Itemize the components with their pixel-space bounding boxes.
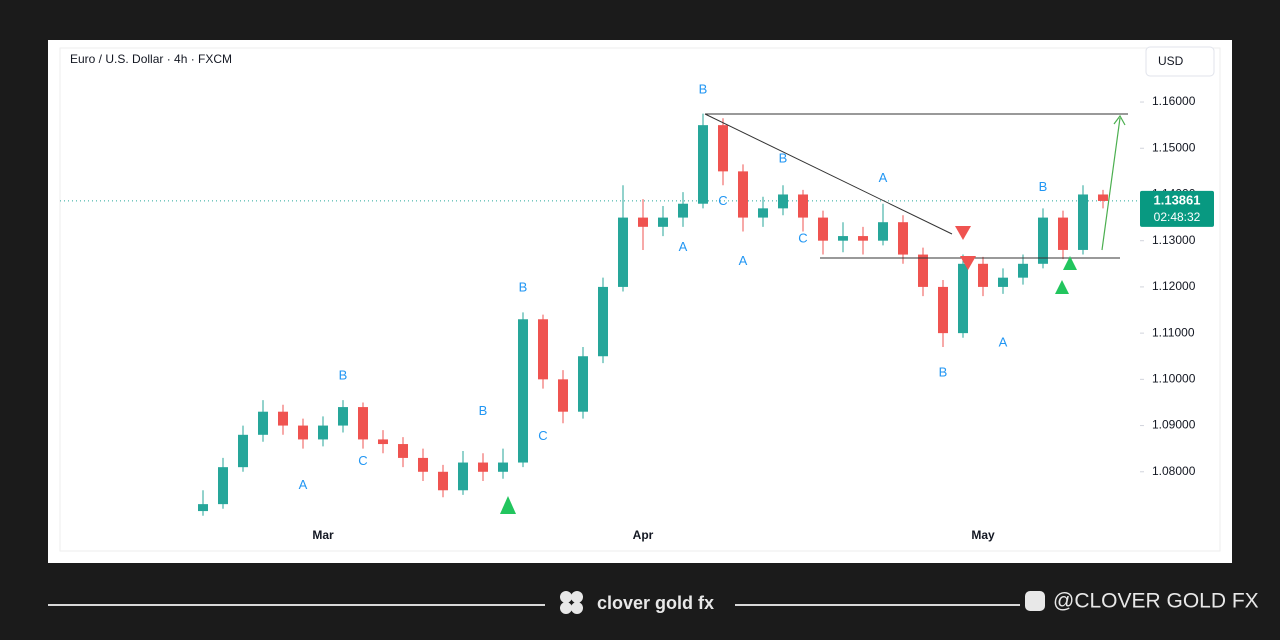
wave-label: A [679,239,688,254]
signal-up [1063,256,1077,270]
candle-body [478,462,488,472]
candle-body [778,194,788,209]
candle-body [858,236,868,241]
candle-body [498,462,508,472]
candle-body [938,286,948,334]
candle-body [238,434,248,468]
candle-body [918,254,928,287]
candle-body [818,217,828,241]
wave-label: C [718,193,727,208]
brand: clover gold fx [597,593,714,613]
candle-body [758,208,768,218]
candle-body [558,379,568,412]
candle-body [678,203,688,218]
candle-body [1098,194,1108,201]
candle-body [278,411,288,426]
candle-body [718,125,728,172]
candle-body [1058,217,1068,250]
y-tick-label: 1.10000 [1152,372,1196,386]
candle-body [318,425,328,440]
y-tick-label: 1.11000 [1152,325,1195,339]
signal-down [960,256,976,270]
wave-label: C [538,428,547,443]
facebook-icon [1025,591,1045,611]
candle-body [1018,263,1028,278]
x-tick-label: Apr [633,528,654,542]
y-tick-label: 1.16000 [1152,94,1196,108]
wave-label: B [1039,179,1048,194]
candle-body [1078,194,1088,250]
candle-body [598,286,608,357]
wave-label: B [479,403,488,418]
price-tag-box [1140,190,1214,227]
wave-label: C [358,453,367,468]
candle-body [418,457,428,472]
candle-body [1038,217,1048,264]
candle-body [518,319,528,463]
currency-label: USD [1158,54,1184,68]
y-tick-label: 1.13000 [1152,233,1196,247]
wave-label: B [339,368,348,383]
y-tick-label: 1.08000 [1152,464,1196,478]
candle-body [358,407,368,440]
candle-body [378,439,388,445]
x-tick-label: Mar [312,528,334,542]
candle-body [458,462,468,491]
wave-label: A [999,335,1008,350]
signal-up [1055,280,1069,294]
candle-body [398,444,408,458]
clover-logo [560,591,583,614]
price-tag-value: 1.13861 [1154,192,1201,207]
x-tick-label: May [971,528,995,542]
candle-body [658,217,668,227]
candle-body [298,425,308,440]
candle-body [198,504,208,512]
candle-body [618,217,628,287]
price-tag: 1.13861 02:48:32 [1140,190,1214,227]
signal-down [955,226,971,240]
target-arrow [1101,117,1121,251]
chart-frame [59,47,1221,552]
y-tick-label: 1.09000 [1152,418,1196,432]
y-tick-label: 1.15000 [1152,140,1196,154]
candle-body [878,222,888,241]
currency-button[interactable] [1145,46,1215,77]
wave-label: C [798,231,807,246]
wave-label: A [879,170,888,185]
candle-body [998,277,1008,287]
price-tag-countdown: 02:48:32 [1154,210,1201,224]
candle-body [438,471,448,491]
chart-title: Euro / U.S. Dollar · 4h · FXCM [70,52,232,66]
wave-label: B [939,364,948,379]
y-tick-label: 1.12000 [1152,279,1196,293]
handle: @CLOVER GOLD FX [1053,590,1259,613]
candle-body [838,236,848,241]
wave-label: B [779,150,788,165]
trend-line [704,113,953,235]
chart-panel [48,40,1232,563]
wave-label: A [739,253,748,268]
arrow-head [1113,114,1126,126]
candle-body [258,411,268,435]
signal-up [500,496,516,514]
wave-label: B [699,81,708,96]
candle-body [958,263,968,334]
candle-body [578,356,588,412]
candle-body [978,263,988,287]
candle-body [638,217,648,227]
candle-body [338,407,348,426]
candle-body [538,319,548,380]
candle-body [898,222,908,255]
candle-body [218,467,228,505]
candle-body [738,171,748,218]
wave-label: B [519,280,528,295]
candle-body [798,194,808,218]
wave-label: A [299,477,308,492]
candle-body [698,125,708,204]
